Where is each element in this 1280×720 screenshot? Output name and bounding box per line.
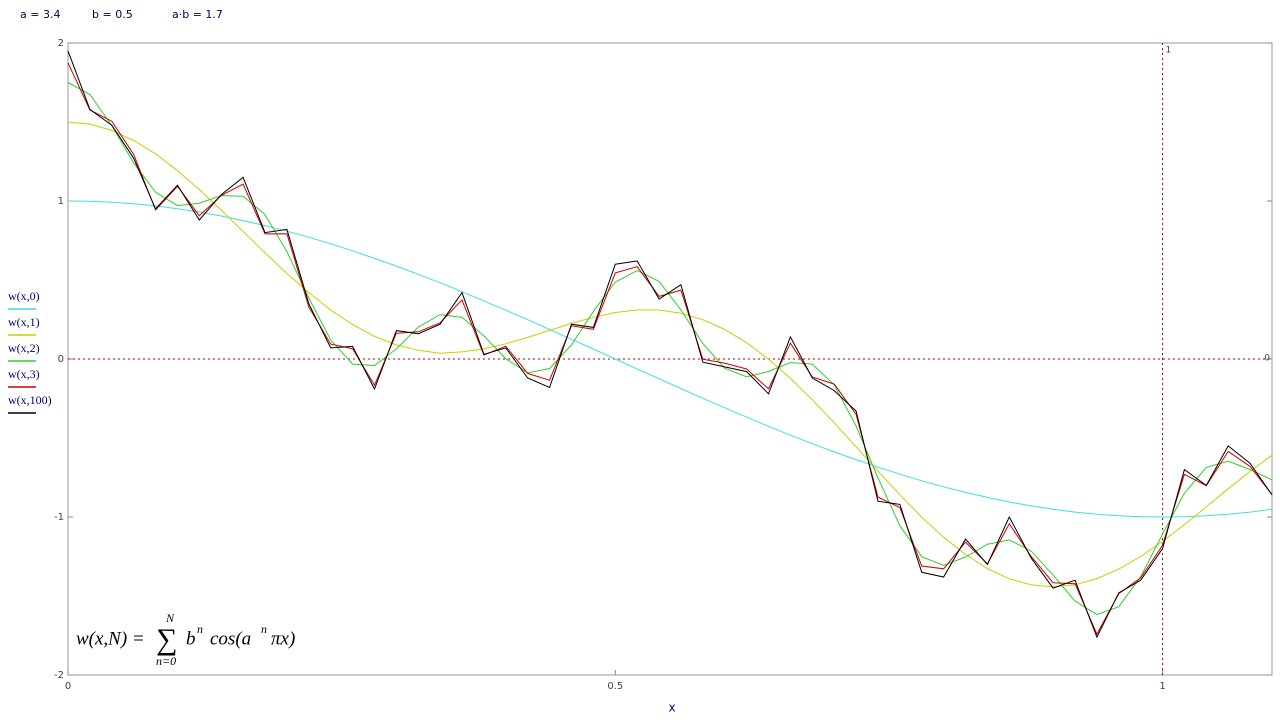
series-line xyxy=(67,200,1273,518)
legend-label: w(x,1) xyxy=(8,315,40,329)
series-line xyxy=(67,50,1273,639)
formula-term: b xyxy=(186,628,196,649)
formula-lhs: w(x,N) = xyxy=(76,628,145,649)
param-b: b = 0.5 xyxy=(92,8,133,21)
series-line xyxy=(67,121,1273,588)
series-line xyxy=(67,62,1273,636)
x-tick-label: 1 xyxy=(1159,681,1165,692)
legend-label: w(x,0) xyxy=(8,289,40,303)
formula-term: πx) xyxy=(271,628,295,649)
y-tick-label: -1 xyxy=(54,512,64,523)
series-line xyxy=(67,82,1273,616)
formula-sup: n xyxy=(261,622,267,636)
y-tick-label: 2 xyxy=(58,38,64,49)
x-tick-label: 0 xyxy=(65,681,71,692)
param-ab: a·b = 1.7 xyxy=(172,8,223,21)
formula-sup: n xyxy=(197,622,203,636)
y-tick-label: -2 xyxy=(54,670,64,681)
formula: w(x,N) = ∑ N n=0 b n cos(a n πx) xyxy=(76,611,295,668)
x-tick-label: 0.5 xyxy=(607,681,623,692)
formula-term: cos(a xyxy=(210,628,251,649)
y-marker-label: 0 xyxy=(1264,354,1270,364)
formula-upper: N xyxy=(165,611,175,625)
formula-sigma: ∑ xyxy=(156,623,177,656)
y-tick-label: 1 xyxy=(58,196,64,207)
x-axis-label: x xyxy=(668,701,675,715)
y-tick-label: 0 xyxy=(58,354,64,365)
legend-label: w(x,3) xyxy=(8,367,40,381)
param-a: a = 3.4 xyxy=(20,8,60,21)
legend-label: w(x,100) xyxy=(8,393,52,407)
legend-label: w(x,2) xyxy=(8,341,40,355)
formula-lower: n=0 xyxy=(156,654,176,668)
x-marker-label: 1 xyxy=(1166,46,1172,56)
